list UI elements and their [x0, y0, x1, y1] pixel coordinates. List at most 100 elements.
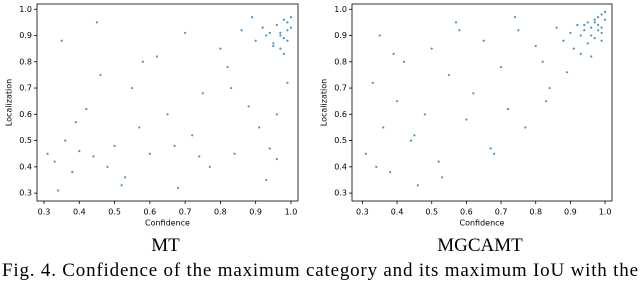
y-axis-label: Localization [320, 79, 329, 126]
scatter-point [138, 126, 141, 129]
scatter-point [375, 165, 378, 168]
scatter-point [78, 149, 81, 153]
scatter-point [99, 73, 102, 77]
scatter-point [590, 26, 593, 29]
scatter-point [282, 37, 285, 40]
scatter-point [261, 26, 264, 29]
x-tick-label: 0.5 [108, 208, 121, 217]
scatter-point [226, 65, 229, 69]
scatter-point [441, 176, 444, 179]
scatter-point [600, 39, 603, 42]
scatter-point [579, 52, 582, 56]
scatter-point [593, 37, 596, 40]
scatter-point [389, 171, 392, 174]
scatter-point [437, 160, 440, 163]
scatter-point [597, 23, 600, 27]
scatter-point [282, 18, 285, 21]
scatter-point [191, 134, 194, 137]
scatter-point [279, 31, 282, 34]
x-tick-label: 0.4 [391, 208, 404, 217]
scatter-point [524, 126, 527, 129]
scatter-point [597, 29, 600, 32]
scatter-point [198, 155, 201, 158]
scatter-point [548, 86, 551, 90]
scatter-point [534, 44, 537, 48]
scatter-point [148, 152, 151, 155]
x-tick-label: 0.6 [143, 208, 156, 217]
scatter-point [71, 171, 74, 174]
scatter-point [74, 121, 77, 124]
scatter-point [493, 152, 496, 155]
x-tick-label: 0.4 [73, 208, 86, 217]
y-tick-label: 0.6 [334, 110, 347, 119]
x-tick-label: 0.5 [425, 208, 438, 217]
scatter-point [593, 18, 596, 21]
scatter-point [120, 184, 123, 187]
x-tick-label: 0.9 [249, 208, 262, 217]
scatter-point [166, 113, 169, 116]
scatter-point [579, 34, 582, 37]
scatter-point [286, 81, 289, 84]
scatter-point [600, 31, 603, 34]
y-tick-label: 0.3 [19, 189, 32, 198]
x-axis-label: Confidence [460, 219, 505, 228]
scatter-point [268, 31, 271, 34]
scatter-point [382, 126, 385, 129]
scatter-point [279, 47, 282, 50]
scatter-point [603, 10, 607, 13]
y-tick-label: 0.7 [334, 84, 347, 93]
scatter-point [597, 16, 600, 19]
scatter-point [286, 21, 289, 24]
scatter-point [268, 147, 271, 150]
scatter-point [430, 47, 433, 50]
y-tick-label: 0.8 [334, 57, 347, 66]
scatter-point [413, 134, 416, 137]
scatter-point [60, 39, 63, 42]
figure-caption: Fig. 4. Confidence of the maximum catego… [2, 260, 638, 281]
y-tick-label: 0.7 [19, 84, 32, 93]
scatter-point [364, 152, 367, 155]
scatter-point [286, 39, 289, 42]
x-tick-label: 0.8 [529, 208, 542, 217]
y-tick-label: 0.4 [334, 162, 347, 171]
y-tick-label: 0.5 [19, 136, 32, 145]
y-tick-label: 1.0 [19, 5, 32, 14]
scatter-point [106, 165, 109, 168]
scatter-point [600, 26, 603, 29]
scatter-point [57, 189, 60, 192]
scatter-point [395, 100, 399, 103]
scatter-point [586, 21, 589, 24]
x-tick-label: 0.7 [179, 208, 192, 217]
scatter-point [392, 52, 395, 56]
scatter-point [600, 13, 603, 16]
scatter-point [513, 16, 517, 19]
y-tick-label: 0.5 [334, 136, 347, 145]
y-axis-label: Localization [5, 79, 14, 126]
scatter-point [282, 52, 285, 56]
scatter-point [454, 21, 458, 24]
y-tick-label: 0.8 [19, 57, 32, 66]
scatter-point [590, 55, 593, 58]
scatter-point [378, 34, 381, 37]
scatter-point [562, 39, 565, 42]
scatter-point [371, 81, 374, 84]
scatter-point [219, 47, 222, 50]
scatter-point [240, 29, 243, 32]
scatter-point [247, 105, 250, 108]
scatter-point [251, 16, 254, 19]
x-tick-label: 0.7 [495, 208, 508, 217]
scatter-point [583, 23, 586, 27]
scatter-point [289, 16, 293, 19]
y-tick-label: 1.0 [334, 5, 347, 14]
scatter-point [265, 34, 268, 37]
scatter-point [517, 29, 520, 32]
scatter-point [233, 152, 236, 155]
scatter-point [131, 86, 134, 90]
plot-frame [351, 3, 613, 202]
scatter-point [46, 152, 49, 155]
scatter-point [482, 39, 485, 42]
y-tick-label: 0.9 [19, 31, 32, 40]
scatter-point [95, 21, 99, 24]
y-tick-label: 0.3 [334, 189, 347, 198]
scatter-point [465, 118, 468, 121]
